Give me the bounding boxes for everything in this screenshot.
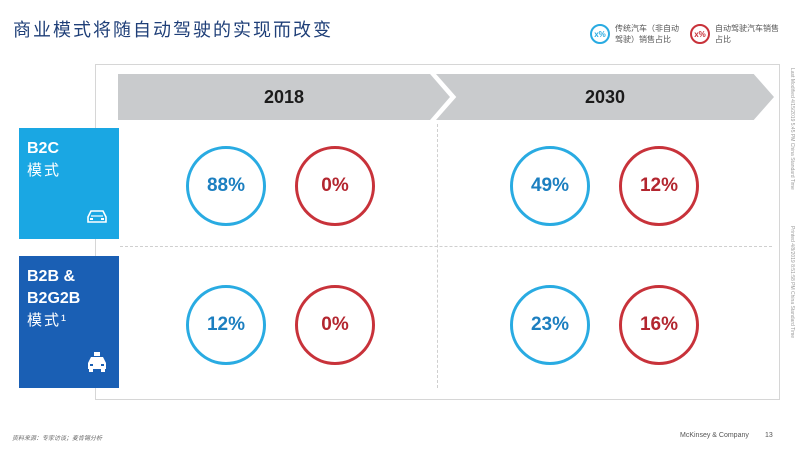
b2b-2030-autonomous-share: 16% bbox=[619, 285, 699, 365]
source-note: 资料来源：专家访谈；麦肯锡分析 bbox=[12, 436, 103, 442]
year-header-2030: 2030 bbox=[436, 74, 774, 120]
row-label-b2b-sub: 模式¹ bbox=[27, 312, 68, 329]
row-label-b2c: B2C 模式 bbox=[19, 128, 119, 239]
page-title: 商业模式将随自动驾驶的实现而改变 bbox=[13, 20, 333, 41]
legend-traditional-symbol: x% bbox=[590, 24, 610, 44]
row-label-b2b-title-2: B2G2B bbox=[27, 290, 81, 307]
legend-autonomous-symbol: x% bbox=[690, 24, 710, 44]
b2b-2030-traditional-share: 23% bbox=[510, 285, 590, 365]
company-name: McKinsey & Company bbox=[680, 432, 749, 439]
b2c-2030-autonomous-share: 12% bbox=[619, 146, 699, 226]
legend-autonomous: x% 自动驾驶汽车销售占比 bbox=[690, 20, 785, 48]
year-header-2018: 2018 bbox=[118, 74, 450, 120]
column-divider bbox=[437, 124, 438, 388]
b2c-2018-autonomous-share: 0% bbox=[295, 146, 375, 226]
row-label-b2c-title: B2C bbox=[27, 140, 60, 157]
b2b-2018-autonomous-share: 0% bbox=[295, 285, 375, 365]
b2b-2018-traditional-share: 12% bbox=[186, 285, 266, 365]
last-modified-note: Last Modified 4/15/2019 5:45 PM China St… bbox=[789, 68, 795, 190]
printed-note: Printed 4/8/2019 8:51:58 PM China Standa… bbox=[789, 226, 795, 339]
taxi-icon bbox=[85, 351, 109, 380]
car-icon bbox=[85, 208, 109, 231]
row-label-b2c-sub: 模式 bbox=[27, 162, 62, 179]
b2c-2018-traditional-share: 88% bbox=[186, 146, 266, 226]
row-label-b2b-title-1: B2B & bbox=[27, 268, 76, 285]
row-divider bbox=[120, 246, 772, 247]
legend-traditional-text: 传统汽车（非自动驾驶）销售占比 bbox=[615, 24, 679, 44]
legend-autonomous-text: 自动驾驶汽车销售占比 bbox=[715, 24, 779, 44]
legend-traditional: x% 传统汽车（非自动驾驶）销售占比 bbox=[590, 20, 685, 48]
b2c-2030-traditional-share: 49% bbox=[510, 146, 590, 226]
page-number: 13 bbox=[765, 432, 773, 439]
row-label-b2b: B2B & B2G2B 模式¹ bbox=[19, 256, 119, 388]
